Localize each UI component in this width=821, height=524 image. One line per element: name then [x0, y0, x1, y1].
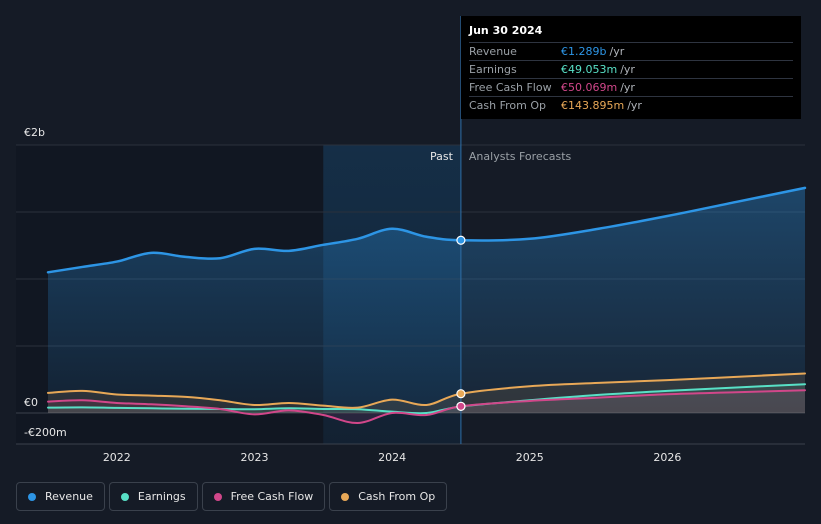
free-cash-flow-area: [48, 390, 805, 424]
free-cash-flow-line: [47, 389, 806, 425]
x-tick-label: 2024: [378, 451, 406, 464]
x-tick-label: 2022: [103, 451, 131, 464]
tooltip-unit: /yr: [620, 81, 635, 94]
legend-item-revenue[interactable]: Revenue: [16, 482, 105, 511]
legend-label: Cash From Op: [358, 490, 436, 503]
y-tick-label: -€200m: [24, 426, 67, 439]
tooltip-label: Earnings: [469, 63, 517, 76]
y-tick-label: €0: [24, 396, 38, 409]
tooltip-row-earnings: Earnings €49.053m /yr: [469, 60, 793, 78]
tooltip-row-free-cash-flow: Free Cash Flow €50.069m /yr: [469, 78, 793, 96]
revenue-line: [46, 186, 807, 274]
forecast-label: Analysts Forecasts: [469, 150, 572, 163]
earnings-line: [47, 383, 806, 415]
tooltip-date: Jun 30 2024: [469, 24, 543, 37]
cash-from-op-dot-icon: [341, 492, 350, 501]
cash-from-op-marker: [456, 389, 466, 399]
free-cash-flow-dot-icon: [213, 492, 222, 501]
past-label: Past: [430, 150, 454, 163]
markers: [456, 235, 466, 412]
revenue-area: [48, 187, 805, 413]
tooltip-value: €50.069m: [561, 81, 618, 94]
revenue-marker: [456, 235, 466, 245]
earnings-area: [48, 384, 805, 414]
legend-item-earnings[interactable]: Earnings: [108, 482, 198, 511]
tooltip-unit: /yr: [609, 45, 625, 58]
axis-labels: €2b €0 -€200m 2022 2023 2024 2025 2026: [24, 126, 681, 464]
earnings-dot-icon: [120, 492, 129, 501]
x-tick-label: 2023: [240, 451, 268, 464]
y-tick-label: €2b: [24, 126, 45, 139]
tooltip-unit: /yr: [620, 63, 635, 76]
x-tick-label: 2025: [516, 451, 544, 464]
legend-label: Earnings: [137, 490, 186, 503]
tooltip-row-revenue: Revenue €1.289b /yr: [469, 42, 793, 60]
cash-from-op-line: [47, 372, 806, 409]
legend-label: Free Cash Flow: [230, 490, 314, 503]
free-cash-flow-marker: [456, 401, 466, 411]
x-tick-label: 2026: [653, 451, 681, 464]
tooltip-row-cash-from-op: Cash From Op €143.895m /yr: [469, 96, 793, 114]
revenue-dot-icon: [28, 492, 36, 501]
legend-item-free-cash-flow[interactable]: Free Cash Flow: [201, 482, 326, 511]
tooltip-value: €1.289b: [561, 45, 607, 58]
tooltip-label: Revenue: [469, 45, 517, 58]
legend-label: Revenue: [45, 490, 93, 503]
tooltip-label: Cash From Op: [469, 99, 547, 112]
tooltip-label: Free Cash Flow: [469, 81, 552, 94]
tooltip-value: €143.895m: [561, 99, 625, 112]
tooltip-unit: /yr: [627, 99, 642, 112]
tooltip: Jun 30 2024 Revenue €1.289b /yr Earnings…: [461, 16, 801, 119]
legend-item-cash-from-op[interactable]: Cash From Op: [329, 482, 448, 511]
tooltip-value: €49.053m: [561, 63, 618, 76]
series-lines: [46, 186, 807, 425]
legend: Revenue Earnings Free Cash Flow Cash Fro…: [16, 482, 451, 511]
